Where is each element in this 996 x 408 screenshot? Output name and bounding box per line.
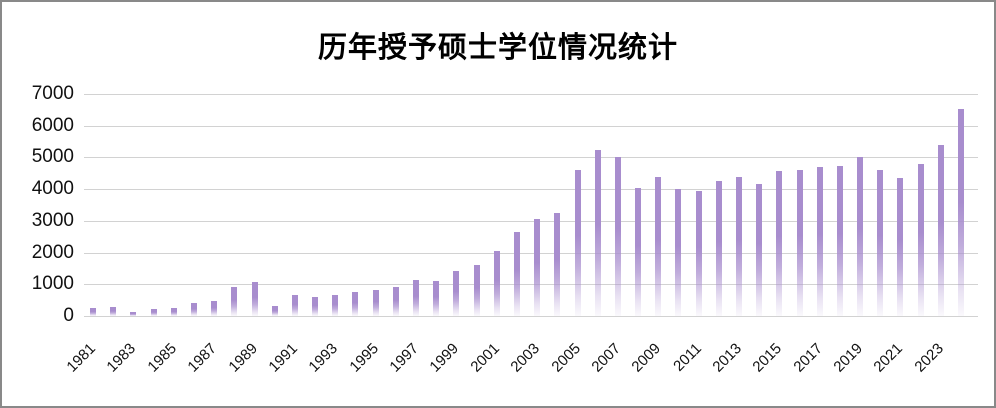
bar-1983[interactable]: [130, 312, 137, 316]
bar-2017[interactable]: [816, 167, 823, 316]
bar-2004[interactable]: [554, 212, 561, 316]
bar-2002[interactable]: [513, 232, 520, 316]
bar-1998[interactable]: [433, 280, 440, 316]
gridline-6000: [84, 125, 978, 127]
bar-2013[interactable]: [736, 176, 742, 316]
bar-1987[interactable]: [211, 300, 218, 316]
bar-1996[interactable]: [392, 287, 399, 316]
bar-2019[interactable]: [857, 157, 864, 316]
bar-2021[interactable]: [897, 178, 904, 316]
bar-2001[interactable]: [493, 251, 500, 316]
gridline-4000: [84, 189, 978, 191]
bar-2005[interactable]: [574, 170, 581, 316]
bar-2011[interactable]: [695, 190, 702, 316]
gridline-2000: [84, 252, 978, 254]
bar-1982[interactable]: [110, 307, 117, 316]
gridline-5000: [84, 157, 978, 159]
bar-1984[interactable]: [150, 309, 157, 316]
bar-2024[interactable]: [958, 109, 964, 316]
bar-1990[interactable]: [271, 306, 278, 316]
bar-2022[interactable]: [917, 163, 924, 316]
y-axis-tick-label-6000: 6000: [31, 114, 74, 136]
bar-1991[interactable]: [291, 295, 298, 316]
bar-2008[interactable]: [635, 187, 641, 316]
bar-1992[interactable]: [312, 296, 318, 316]
y-axis-tick-label-7000: 7000: [31, 83, 74, 104]
y-axis-tick-label-1000: 1000: [31, 273, 74, 295]
bar-1988[interactable]: [231, 286, 238, 316]
bar-2006[interactable]: [594, 149, 601, 316]
bar-2012[interactable]: [715, 181, 722, 316]
bar-1981[interactable]: [90, 307, 96, 316]
bar-1997[interactable]: [413, 279, 419, 316]
bar-1985[interactable]: [170, 308, 177, 316]
bar-2003[interactable]: [534, 219, 541, 316]
bar-2018[interactable]: [836, 166, 843, 316]
gridline-1000: [84, 284, 978, 286]
y-axis-tick-label-2000: 2000: [31, 241, 74, 263]
bar-2010[interactable]: [675, 189, 682, 316]
bar-1994[interactable]: [352, 292, 359, 316]
chart-title: 历年授予硕士学位情况统计: [317, 32, 678, 64]
gridline-7000: [84, 94, 978, 95]
bar-1999[interactable]: [453, 271, 460, 316]
bar-2015[interactable]: [776, 171, 783, 316]
bar-2000[interactable]: [473, 264, 480, 316]
bar-1995[interactable]: [372, 290, 379, 316]
bar-2009[interactable]: [655, 176, 662, 316]
bar-2014[interactable]: [756, 184, 763, 316]
bar-1986[interactable]: [190, 303, 197, 316]
y-axis-tick-label-3000: 3000: [31, 209, 74, 231]
bar-1993[interactable]: [332, 295, 339, 316]
y-axis-tick-label-4000: 4000: [31, 178, 74, 200]
y-axis-tick-label-0: 0: [63, 305, 74, 326]
gridline-3000: [84, 220, 978, 222]
bar-2007[interactable]: [614, 157, 621, 316]
bar-1989[interactable]: [251, 281, 258, 316]
bar-2016[interactable]: [796, 170, 803, 316]
gridline-0: [84, 316, 978, 317]
bar-2020[interactable]: [877, 170, 884, 316]
y-axis-tick-label-5000: 5000: [31, 146, 74, 168]
bar-2023[interactable]: [937, 144, 944, 316]
